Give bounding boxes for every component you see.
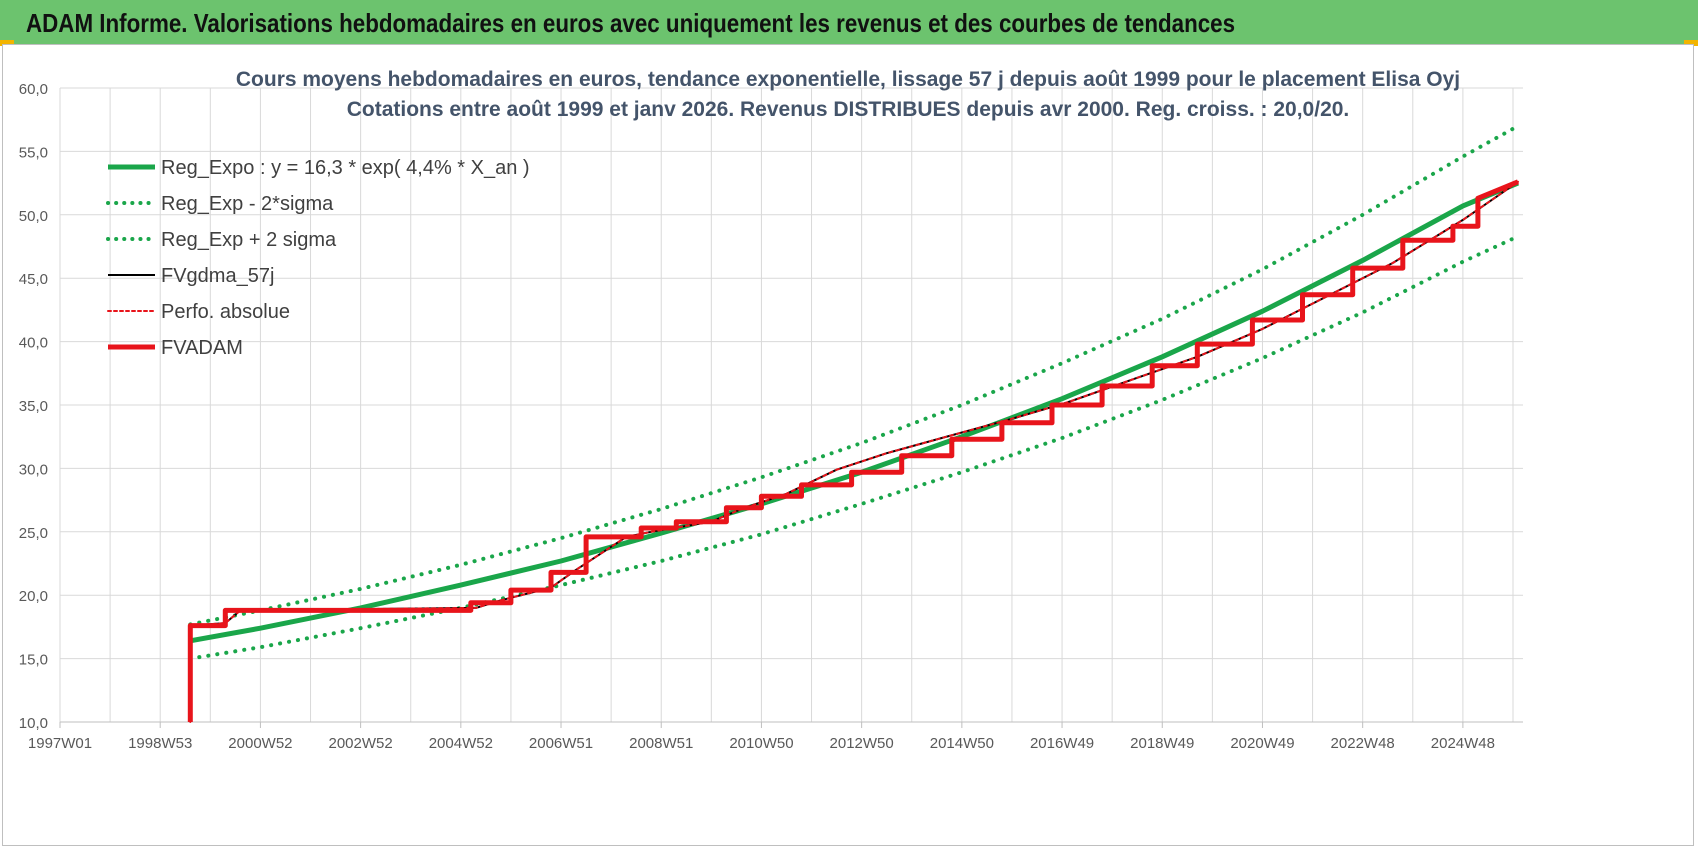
series-lines	[187, 124, 1520, 723]
legend: Reg_Expo : y = 16,3 * exp( 4,4% * X_an )…	[106, 157, 530, 359]
header-bar: ADAM Informe. Valorisations hebdomadaire…	[0, 0, 1698, 44]
x-tick-label: 2024W48	[1431, 735, 1495, 752]
y-tick-label: 50,0	[19, 208, 48, 225]
y-tick-label: 10,0	[19, 715, 48, 732]
series-line-5	[187, 179, 1519, 722]
x-tick-label: 2004W52	[429, 735, 493, 752]
chart-area: 10,0 15,0 20,0 25,0 30,0 35,0 40,0 45,0 50,0 55,0…	[2, 44, 1694, 846]
series-line-2	[188, 124, 1520, 627]
x-tick-label: 2018W49	[1130, 735, 1194, 752]
series-line-0	[189, 180, 1519, 644]
legend-label: Reg_Exp - 2*sigma	[161, 193, 334, 215]
chart-title: Cours moyens hebdomadaires en euros, ten…	[236, 68, 1460, 91]
x-tick-label: 2000W52	[228, 735, 292, 752]
chart-subtitle: Cotations entre août 1999 et janv 2026. …	[347, 98, 1350, 121]
y-tick-label: 30,0	[19, 461, 48, 478]
y-tick-label: 25,0	[19, 525, 48, 542]
y-tick-label: 45,0	[19, 271, 48, 288]
x-tick-label: 2012W50	[830, 735, 894, 752]
x-tick-label: 2016W49	[1030, 735, 1094, 752]
series-line-4	[189, 180, 1519, 723]
y-tick-label: 60,0	[19, 81, 48, 98]
x-tick-label: 2010W50	[729, 735, 793, 752]
x-tick-label: 2020W49	[1230, 735, 1294, 752]
x-tick-label: 2022W48	[1331, 735, 1395, 752]
y-tick-label: 40,0	[19, 335, 48, 352]
page-title: ADAM Informe. Valorisations hebdomadaire…	[26, 8, 1236, 38]
legend-label: Reg_Exp + 2 sigma	[161, 229, 337, 251]
series-line-3	[189, 180, 1519, 722]
corner-marker-right	[1684, 40, 1698, 46]
x-axis-ticks: 1997W01 1998W53 2000W52 2002W52 2004W52 2006W…	[28, 722, 1495, 752]
x-tick-label: 1998W53	[128, 735, 192, 752]
chart-svg: 10,0 15,0 20,0 25,0 30,0 35,0 40,0 45,0 50,0 55,0…	[19, 68, 1523, 752]
x-tick-label: 2008W51	[629, 735, 693, 752]
x-tick-label: 2006W51	[529, 735, 593, 752]
x-tick-label: 2002W52	[329, 735, 393, 752]
x-tick-label: 2014W50	[930, 735, 994, 752]
legend-label: Reg_Expo : y = 16,3 * exp( 4,4% * X_an )	[161, 157, 530, 179]
legend-label: FVADAM	[161, 337, 243, 359]
corner-marker-left	[0, 40, 14, 46]
y-tick-label: 35,0	[19, 398, 48, 415]
legend-label: Perfo. absolue	[161, 301, 290, 323]
gridlines	[59, 87, 1523, 723]
x-tick-label: 1997W01	[28, 735, 92, 752]
y-tick-label: 55,0	[19, 144, 48, 161]
y-tick-label: 20,0	[19, 588, 48, 605]
y-axis-ticks: 10,0 15,0 20,0 25,0 30,0 35,0 40,0 45,0 50,0 55,0…	[19, 81, 48, 732]
legend-label: FVgdma_57j	[161, 265, 274, 287]
y-tick-label: 15,0	[19, 652, 48, 669]
